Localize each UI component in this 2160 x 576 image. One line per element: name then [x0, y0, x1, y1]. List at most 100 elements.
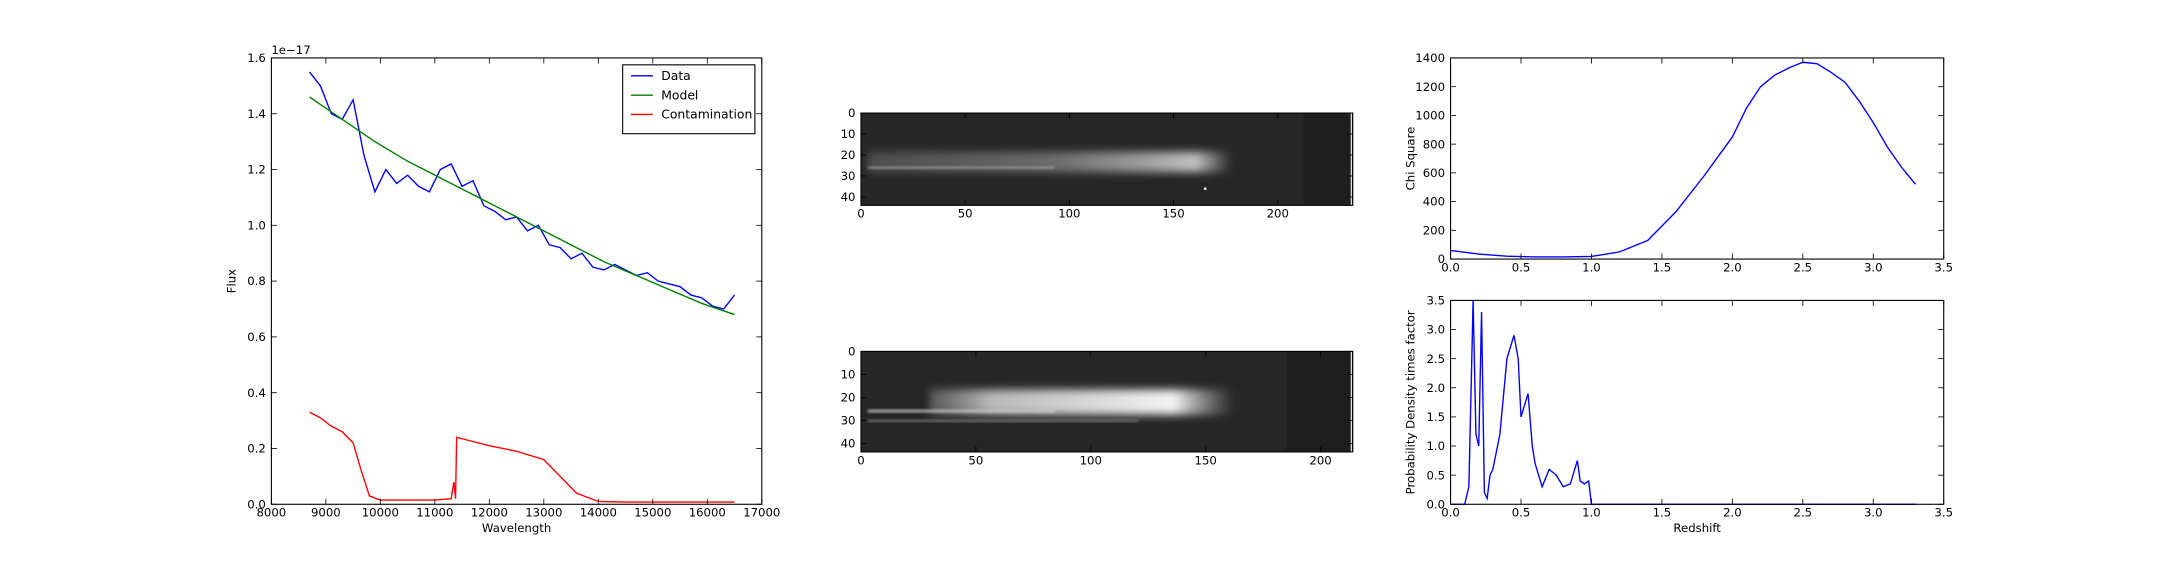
y-tick-label: 1.2 — [247, 163, 266, 177]
image-dot — [1203, 187, 1207, 191]
x-tick-label: 50 — [968, 453, 983, 467]
x-tick-label: 9000 — [311, 506, 341, 520]
x-tick-label: 0.0 — [1441, 506, 1460, 520]
axes-frame — [860, 350, 1354, 453]
x-tick-label: 17000 — [743, 506, 780, 520]
x-tick-label: 2.5 — [1794, 260, 1813, 274]
x-tick-label: 13000 — [525, 506, 562, 520]
x-tick-label: 3.0 — [1864, 260, 1883, 274]
y-tick-label: 800 — [1423, 137, 1445, 151]
y-tick-label: 0 — [848, 345, 855, 359]
y-tick-label: 40 — [841, 190, 856, 204]
spectrum-image — [860, 351, 1353, 452]
x-tick-label: 1.5 — [1653, 260, 1672, 274]
y-tick-label: 1.0 — [247, 218, 266, 232]
spectrum-image — [860, 113, 1353, 206]
x-tick-label: 12000 — [471, 506, 508, 520]
y-tick-label: 1000 — [1415, 109, 1445, 123]
x-tick-label: 11000 — [416, 506, 453, 520]
y-axis-label: Probability Density times factor — [1404, 310, 1418, 494]
y-tick-label: 0.5 — [1426, 468, 1445, 482]
y-axis-label: Flux — [225, 269, 239, 293]
y-tick-label: 0 — [848, 106, 855, 120]
y-tick-label: 1.5 — [1426, 410, 1445, 424]
y-tick-label: 20 — [841, 391, 856, 405]
x-tick-label: 150 — [1195, 453, 1217, 467]
x-tick-label: 3.0 — [1864, 506, 1883, 520]
image-dark-region — [1303, 113, 1353, 206]
y-tick-label: 20 — [841, 148, 856, 162]
x-tick-label: 8000 — [257, 506, 287, 520]
line-series — [308, 71, 736, 310]
line-series — [309, 411, 735, 503]
y-tick-label: 1.4 — [247, 107, 266, 121]
x-tick-label: 1.5 — [1653, 506, 1672, 520]
axes-frame — [1450, 299, 1945, 505]
x-tick-label: 1.0 — [1582, 506, 1601, 520]
x-tick-label: 10000 — [362, 506, 399, 520]
y-tick-label: 1400 — [1415, 51, 1445, 65]
y-tick-label: 30 — [841, 169, 856, 183]
x-tick-label: 100 — [1080, 453, 1102, 467]
x-tick-label: 1.0 — [1582, 260, 1601, 274]
x-tick-label: 200 — [1267, 207, 1289, 221]
line-series — [1450, 61, 1917, 258]
x-tick-label: 0 — [857, 453, 864, 467]
image-dark-region — [1286, 351, 1353, 452]
x-tick-label: 0 — [857, 207, 864, 221]
y-tick-label: 0.0 — [247, 497, 266, 511]
x-tick-label: 150 — [1162, 207, 1184, 221]
x-tick-label: 0.0 — [1441, 260, 1460, 274]
y-tick-label: 0.0 — [1426, 497, 1445, 511]
plot-area — [1450, 61, 1917, 258]
legend-label: Model — [661, 87, 698, 102]
legend-label: Data — [661, 68, 691, 83]
axes-frame — [860, 112, 1354, 206]
x-tick-label: 100 — [1058, 207, 1080, 221]
x-tick-label: 15000 — [634, 506, 671, 520]
y-tick-label: 400 — [1423, 195, 1445, 209]
legend-label: Contamination — [661, 107, 752, 122]
x-tick-label: 50 — [958, 207, 973, 221]
y-tick-label: 1.0 — [1426, 439, 1445, 453]
plot-area — [308, 71, 736, 503]
y-tick-label: 0.6 — [247, 330, 266, 344]
y-tick-label: 600 — [1423, 166, 1445, 180]
axes-frame — [1450, 57, 1945, 260]
y-tick-label: 3.5 — [1426, 294, 1445, 308]
x-axis-label: Wavelength — [482, 521, 551, 535]
y-tick-label: 10 — [841, 368, 856, 382]
line-series — [1450, 300, 1916, 505]
image-streak — [867, 409, 1055, 413]
x-axis-label: Redshift — [1673, 521, 1721, 535]
x-tick-label: 200 — [1309, 453, 1331, 467]
y-tick-label: 30 — [841, 414, 856, 428]
x-tick-label: 0.5 — [1512, 260, 1531, 274]
y-axis-label: Chi Square — [1404, 127, 1418, 191]
x-tick-label: 2.0 — [1723, 260, 1742, 274]
y-tick-label: 40 — [841, 437, 856, 451]
x-tick-label: 3.5 — [1934, 506, 1953, 520]
y-tick-label: 10 — [841, 127, 856, 141]
y-tick-label: 0 — [1438, 252, 1445, 266]
offset-text: 1e−17 — [271, 43, 310, 57]
image-streak — [867, 166, 1055, 169]
x-tick-label: 14000 — [580, 506, 617, 520]
x-tick-label: 16000 — [689, 506, 726, 520]
y-tick-label: 2.5 — [1426, 352, 1445, 366]
line-series — [309, 96, 735, 316]
image-streak — [867, 419, 1139, 422]
x-tick-label: 2.0 — [1723, 506, 1742, 520]
y-tick-label: 0.2 — [247, 442, 266, 456]
y-tick-label: 0.8 — [247, 274, 266, 288]
plot-area — [1450, 300, 1916, 505]
axes-frame — [270, 57, 763, 505]
image-streak — [867, 151, 1232, 173]
y-tick-label: 1.6 — [247, 51, 266, 65]
y-tick-label: 2.0 — [1426, 381, 1445, 395]
x-tick-label: 0.5 — [1512, 506, 1531, 520]
y-tick-label: 3.0 — [1426, 323, 1445, 337]
y-tick-label: 0.4 — [247, 386, 266, 400]
